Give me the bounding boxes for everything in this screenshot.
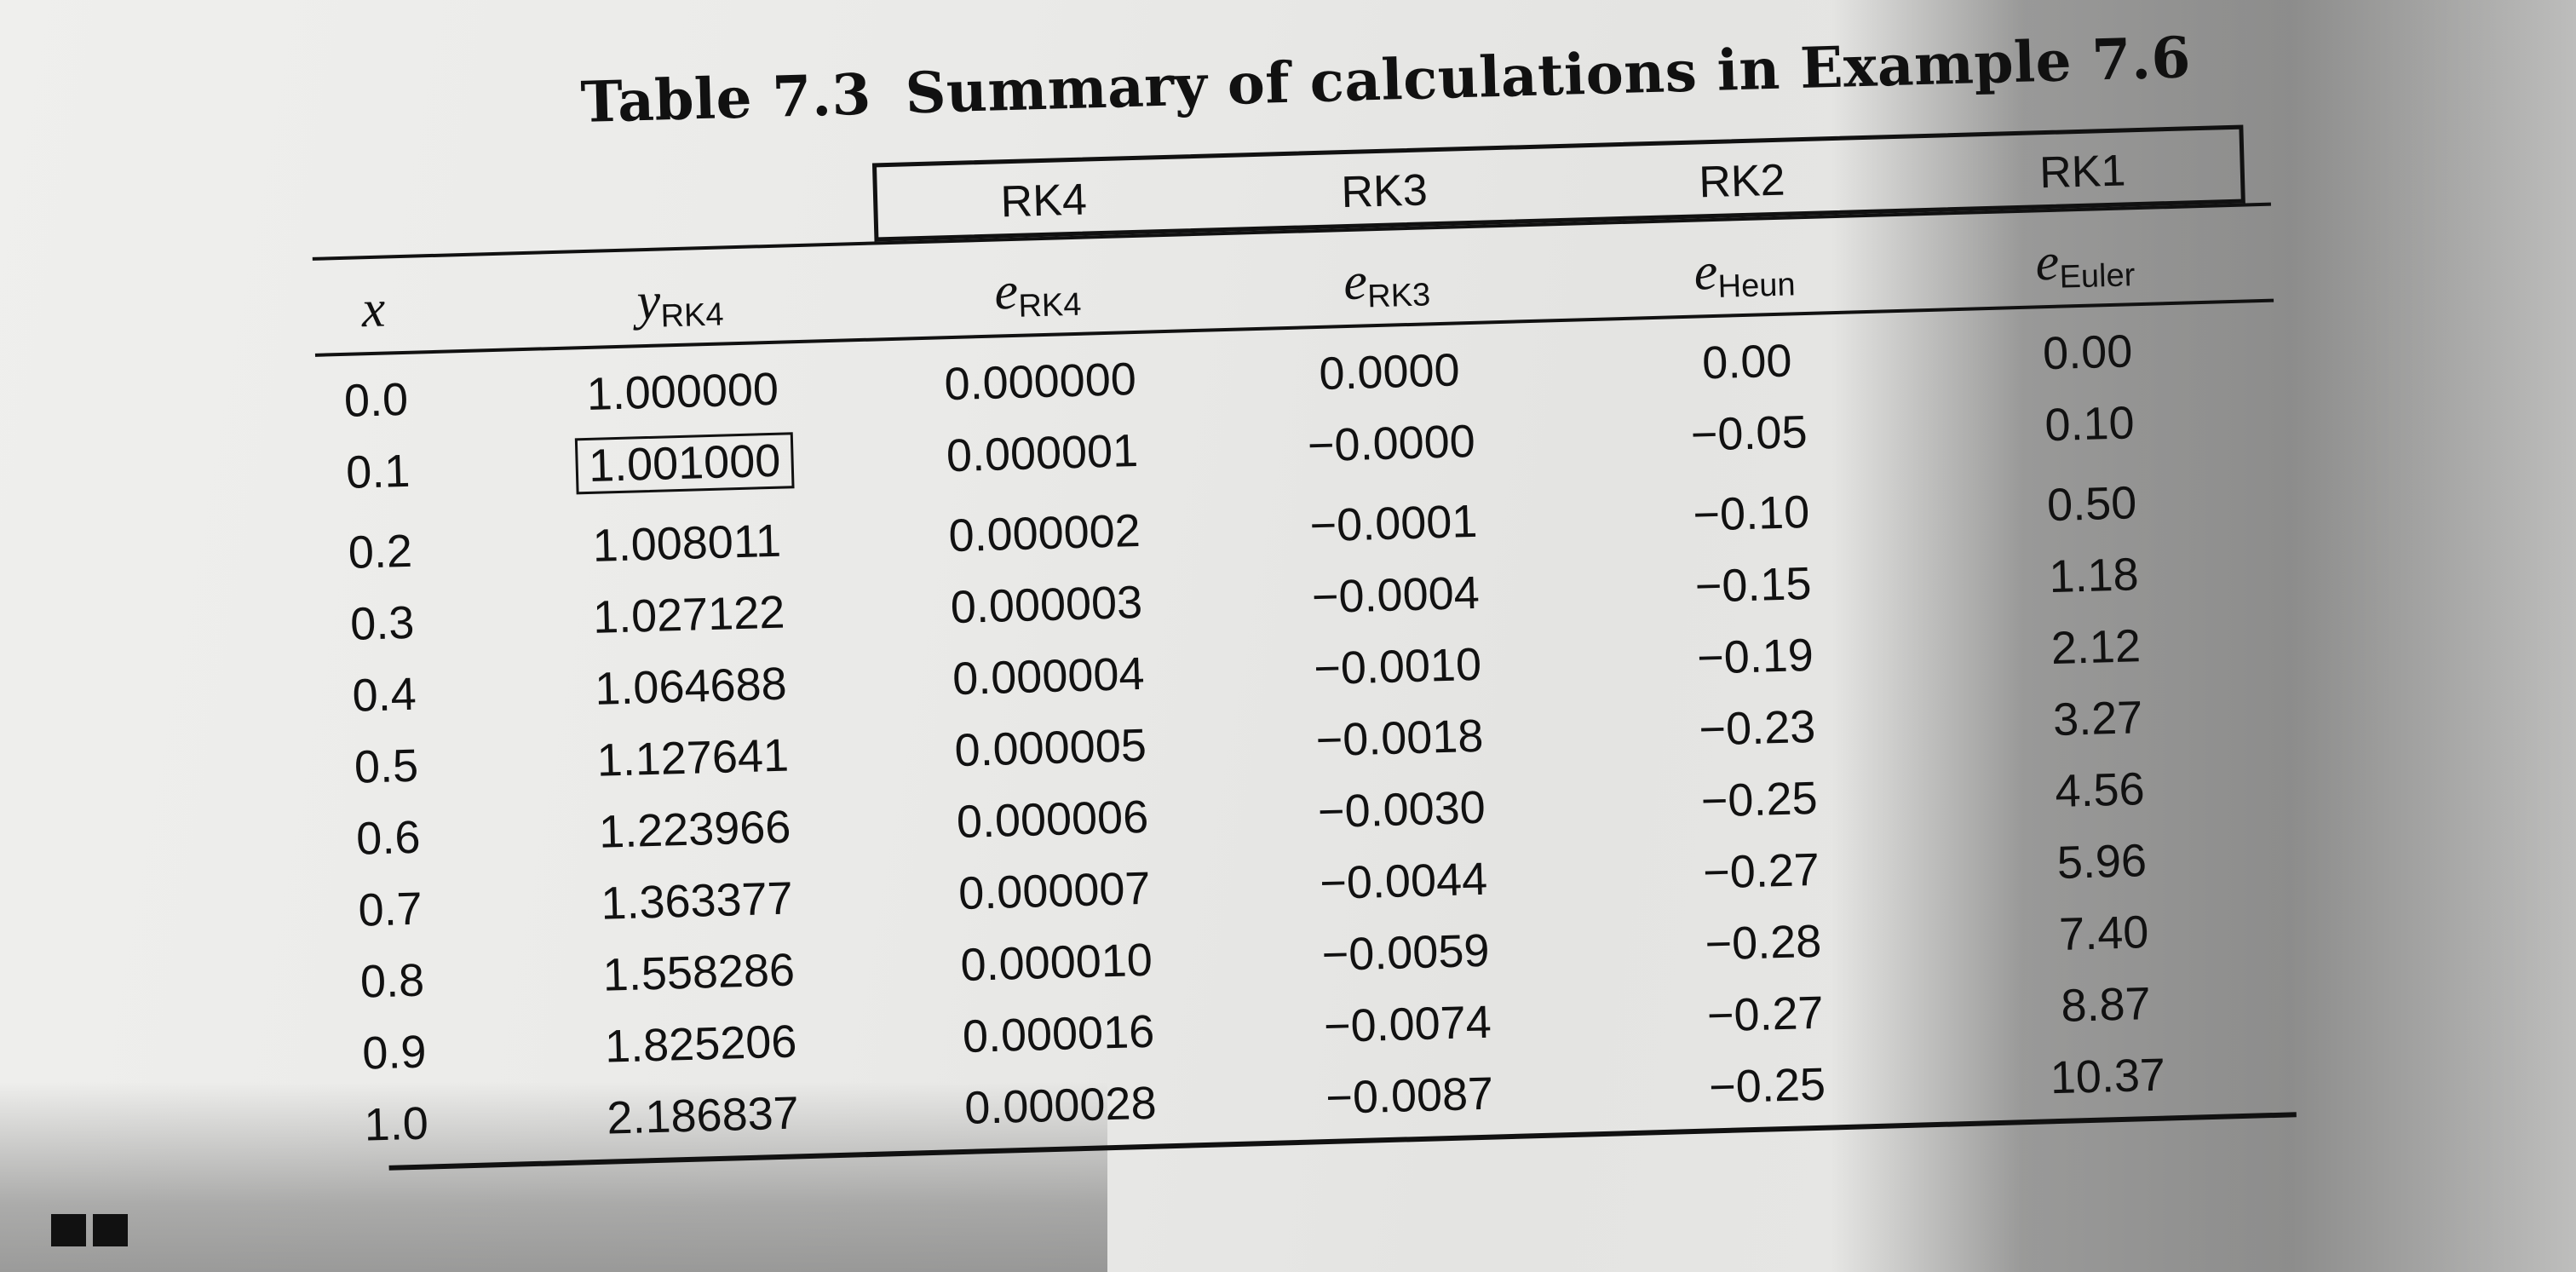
cell-e-rk3: −0.0087 (1325, 1068, 1494, 1125)
cell-e-heun: −0.10 (1692, 486, 1810, 541)
cell-x: 0.1 (345, 445, 411, 498)
header-y-rk4: yRK4 (635, 272, 725, 335)
page-edge-mark (51, 1214, 128, 1246)
cell-x: 0.5 (354, 740, 419, 793)
bottom-shadow (0, 1082, 1107, 1272)
cell-e-rk4: 0.000010 (959, 934, 1153, 991)
cell-x: 0.3 (349, 596, 416, 650)
cell-e-euler: 8.87 (2060, 978, 2152, 1032)
cell-e-heun: −0.25 (1700, 772, 1819, 827)
cell-e-rk4: 0.000004 (952, 648, 1146, 705)
cell-e-euler: 2.12 (2050, 620, 2142, 675)
cell-x: 0.9 (361, 1026, 428, 1079)
cell-y-rk4: 1.363377 (600, 872, 794, 930)
header-e-rk4: eRK4 (993, 262, 1082, 325)
cell-e-euler: 5.96 (2056, 835, 2148, 889)
cell-e-rk3: −0.0044 (1319, 853, 1488, 910)
cell-e-heun: −0.28 (1704, 915, 1823, 970)
cell-y-rk4: 1.127641 (595, 729, 790, 786)
method-rk4: RK4 (999, 175, 1088, 227)
header-e-heun: eHeun (1693, 242, 1797, 305)
boxed-value: 1.001000 (575, 432, 795, 495)
cell-x: 0.0 (343, 373, 409, 427)
cell-e-heun: −0.05 (1690, 406, 1808, 461)
cell-e-heun: −0.15 (1694, 557, 1813, 613)
cell-e-rk4: 0.000028 (963, 1077, 1158, 1134)
cell-e-rk3: −0.0000 (1307, 415, 1476, 472)
cell-x: 0.7 (357, 883, 423, 936)
cell-x: 0.6 (355, 811, 422, 865)
cell-e-rk3: −0.0018 (1314, 710, 1485, 767)
cell-e-euler: 10.37 (2050, 1049, 2166, 1104)
cell-e-rk3: −0.0004 (1311, 567, 1481, 624)
cell-e-rk4: 0.000001 (946, 424, 1139, 482)
table-title: Table 7.3 Summary of calculations in Exam… (580, 24, 2192, 135)
header-e-rk3: eRK3 (1343, 252, 1431, 315)
cell-e-euler: 3.27 (2052, 692, 2144, 746)
cell-e-euler: 0.00 (2042, 325, 2134, 380)
cell-e-rk3: −0.0010 (1313, 638, 1482, 695)
cell-e-rk4: 0.000005 (953, 719, 1147, 777)
cell-y-rk4: 2.186837 (606, 1087, 800, 1144)
cell-e-heun: −0.27 (1706, 987, 1825, 1042)
cell-y-rk4: 1.008011 (591, 515, 782, 572)
table-caption: Summary of calculations in Example 7.6 (904, 24, 2192, 127)
table-number: Table 7.3 (579, 60, 872, 136)
cell-e-rk3: −0.0074 (1323, 996, 1492, 1053)
cell-e-rk3: 0.0000 (1318, 344, 1461, 400)
cell-e-heun: −0.23 (1698, 700, 1816, 756)
cell-x: 0.4 (351, 668, 417, 722)
cell-e-rk4: 0.000003 (950, 576, 1143, 634)
cell-e-rk4: 0.000002 (947, 504, 1141, 562)
cell-y-rk4: 1.001000 (548, 423, 822, 503)
cell-e-euler: 7.40 (2058, 907, 2150, 960)
cell-e-rk4: 0.000016 (962, 1005, 1155, 1062)
cell-x: 0.2 (348, 525, 413, 578)
cell-e-heun: −0.25 (1708, 1058, 1826, 1114)
cell-y-rk4: 1.558286 (601, 944, 796, 1001)
table-sheet: Table 7.3 Summary of calculations in Exam… (307, 0, 2297, 1209)
header-x: x (360, 279, 387, 339)
cell-x: 1.0 (363, 1097, 429, 1151)
cell-e-euler: 0.50 (2046, 477, 2138, 532)
cell-e-euler: 1.18 (2048, 549, 2140, 603)
method-rk3: RK3 (1340, 165, 1429, 218)
method-rk1: RK1 (2038, 146, 2127, 199)
cell-e-heun: −0.19 (1696, 629, 1814, 684)
cell-y-rk4: 1.064688 (594, 658, 788, 715)
cell-e-heun: 0.00 (1701, 335, 1793, 389)
cell-e-rk3: −0.0030 (1317, 781, 1486, 838)
cell-e-heun: −0.27 (1702, 843, 1820, 899)
cell-y-rk4: 1.027122 (592, 586, 786, 643)
cell-e-rk4: 0.000006 (956, 791, 1149, 849)
header-e-euler: eEuler (2034, 233, 2136, 296)
cell-e-rk4: 0.000007 (957, 862, 1152, 920)
cell-e-rk4: 0.000000 (943, 353, 1137, 411)
cell-e-euler: 0.10 (2044, 397, 2136, 452)
cell-e-rk3: −0.0059 (1320, 924, 1491, 981)
cell-y-rk4: 1.223966 (598, 801, 792, 858)
cell-e-euler: 4.56 (2054, 763, 2146, 818)
cell-x: 0.8 (359, 954, 425, 1008)
cell-y-rk4: 1.825206 (604, 1016, 798, 1073)
cell-e-rk3: −0.0001 (1308, 495, 1479, 552)
method-rk2: RK2 (1698, 155, 1786, 208)
cell-y-rk4: 1.000000 (585, 363, 779, 420)
